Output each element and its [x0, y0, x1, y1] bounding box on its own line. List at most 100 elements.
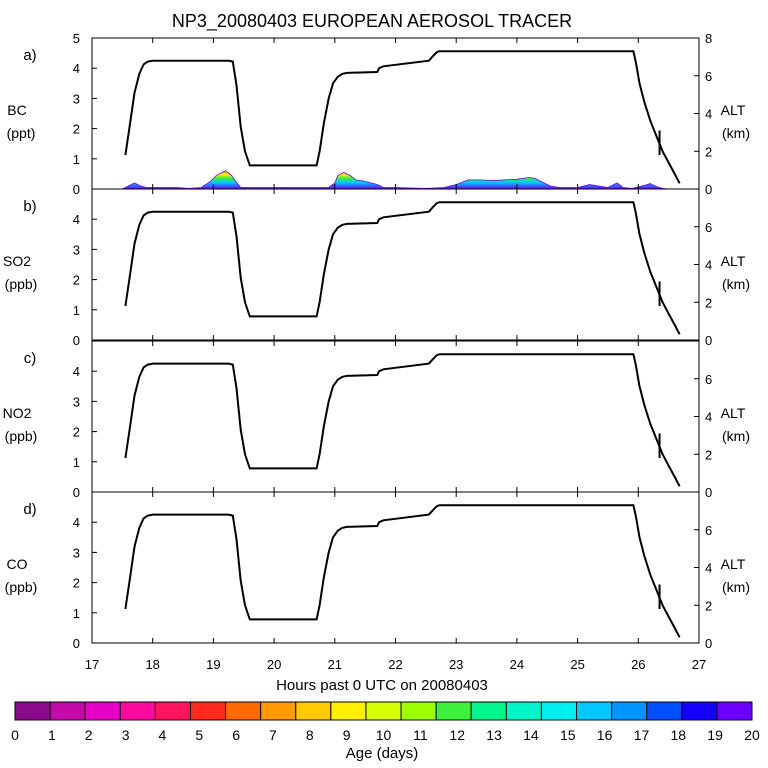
right-tick-label: 6: [705, 69, 712, 84]
colorbar-tick-label: 14: [523, 727, 539, 743]
colorbar-swatch: [435, 701, 472, 721]
colorbar-swatch: [154, 701, 191, 721]
left-tick-label: 3: [73, 242, 80, 257]
altitude-line: [124, 50, 681, 184]
colorbar-swatch: [576, 701, 613, 721]
x-tick-label: 26: [631, 657, 645, 672]
x-tick-label: 25: [570, 657, 584, 672]
colorbar-tick-label: 16: [597, 727, 613, 743]
colorbar-swatch: [14, 701, 51, 721]
panel-letter: a): [23, 47, 36, 64]
left-tick-label: 2: [73, 576, 80, 591]
left-tick-label: 3: [73, 91, 80, 106]
right-tick-label: 4: [705, 107, 712, 122]
right-tick-label: 4: [705, 410, 712, 425]
panel-letter: b): [23, 198, 36, 215]
right-tick-label: 2: [705, 144, 712, 159]
x-tick-label: 20: [267, 657, 281, 672]
colorbar-swatch: [611, 701, 648, 721]
colorbar-swatch: [681, 701, 718, 721]
colorbar-tick-label: 2: [85, 727, 93, 743]
colorbar-tick-label: 0: [11, 727, 19, 743]
species-label: BC: [7, 102, 26, 118]
alt-unit: (km): [722, 276, 750, 292]
species-unit: (ppb): [5, 579, 38, 595]
alt-unit: (km): [722, 579, 750, 595]
species-unit: (ppb): [5, 428, 38, 444]
left-tick-label: 4: [73, 212, 80, 227]
panel-co: 0 1 2 3 4 0 2 4 6 d) CO (ppb) ALT (km): [5, 491, 750, 651]
tracer-age-area: [122, 170, 669, 190]
altitude-line: [124, 504, 681, 638]
colorbar-tick-label: 12: [449, 727, 465, 743]
colorbar-swatch: [330, 701, 367, 721]
x-tick-label: 23: [449, 657, 463, 672]
x-axis-label: Hours past 0 UTC on 20080403: [276, 677, 488, 694]
colorbar-tick-label: 3: [122, 727, 130, 743]
colorbar-tick-label: 5: [195, 727, 203, 743]
left-tick-label: 0: [73, 333, 80, 348]
panel-letter: c): [24, 350, 37, 367]
x-tick-label: 19: [206, 657, 220, 672]
alt-unit: (km): [722, 125, 750, 141]
left-tick-label: 1: [73, 606, 80, 621]
colorbar-tick-label: 18: [671, 727, 687, 743]
colorbar-swatch: [189, 701, 227, 721]
x-tick-label: 27: [692, 657, 706, 672]
species-unit: (ppb): [5, 276, 38, 292]
left-tick-label: 3: [73, 545, 80, 560]
colorbar-swatch: [470, 701, 507, 721]
left-tick-label: 2: [73, 122, 80, 137]
left-tick-label: 2: [73, 425, 80, 440]
colorbar-swatch: [225, 701, 262, 721]
colorbar-swatch: [49, 701, 86, 721]
x-tick-label: 24: [510, 657, 524, 672]
colorbar-tick-label: 19: [707, 727, 723, 743]
x-tick-label: 18: [145, 657, 159, 672]
colorbar-tick-label: 4: [159, 727, 167, 743]
colorbar-tick-label: 1: [48, 727, 56, 743]
alt-label: ALT: [721, 556, 746, 572]
colorbar-swatch: [295, 701, 332, 721]
right-tick-label: 8: [705, 31, 712, 46]
panel-so2: 0 1 2 3 4 0 2 4 6 b) SO2 (ppb) ALT (km): [3, 188, 750, 348]
left-tick-label: 4: [73, 61, 80, 76]
left-tick-label: 1: [73, 455, 80, 470]
colorbar: 0 1 2 3 4 5 6 7 8 9 10 11 12 13 14 15 16 17 18 19 20: [11, 701, 760, 743]
left-tick-label: 0: [73, 485, 80, 500]
left-tick-label: 5: [73, 31, 80, 46]
species-label: NO2: [3, 405, 32, 421]
colorbar-tick-label: 15: [560, 727, 576, 743]
colorbar-tick-label: 8: [306, 727, 314, 743]
right-tick-label: 6: [705, 220, 712, 235]
panels-group: 01234502468a)BC(ppt)ALT(km)012340246b)SO…: [3, 31, 750, 672]
left-tick-label: 4: [73, 364, 80, 379]
colorbar-tick-label: 20: [744, 727, 760, 743]
right-tick-label: 6: [705, 372, 712, 387]
species-label: CO: [7, 556, 28, 572]
right-tick-label: 2: [705, 598, 712, 613]
right-tick-label: 6: [705, 523, 712, 538]
x-tick-label: 17: [85, 657, 99, 672]
left-tick-label: 1: [73, 303, 80, 318]
colorbar-swatch: [365, 701, 402, 721]
right-tick-label: 2: [705, 295, 712, 310]
panel-letter: d): [23, 501, 36, 518]
left-tick-label: 4: [73, 515, 80, 530]
colorbar-swatch: [260, 701, 297, 721]
x-tick-label: 22: [388, 657, 402, 672]
colorbar-swatch: [540, 701, 578, 721]
alt-label: ALT: [721, 253, 746, 269]
colorbar-tick-label: 6: [232, 727, 240, 743]
colorbar-tick-label: 10: [376, 727, 392, 743]
colorbar-swatch: [119, 701, 156, 721]
colorbar-tick-label: 13: [486, 727, 502, 743]
colorbar-label: Age (days): [346, 745, 419, 762]
left-tick-label: 2: [73, 273, 80, 288]
colorbar-swatch: [505, 701, 542, 721]
altitude-line: [124, 353, 681, 487]
panel-no2: 0 1 2 3 4 0 2 4 6 c) NO2 (ppb) ALT (km): [3, 340, 750, 500]
colorbar-swatch: [84, 701, 121, 721]
chart-title: NP3_20080403 EUROPEAN AEROSOL TRACER: [172, 11, 572, 32]
